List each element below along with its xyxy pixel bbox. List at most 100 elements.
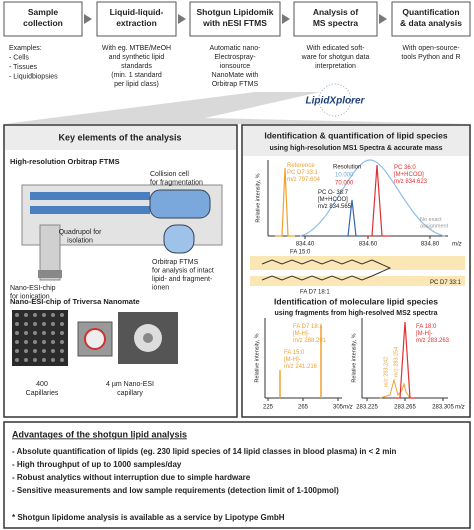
step-title-line: with nESI FTMS <box>202 18 267 28</box>
left-header <box>5 126 236 150</box>
chip-dot <box>24 322 28 326</box>
label-line: 400 <box>36 381 48 388</box>
label-line: Nano-ESI-chip <box>10 285 56 292</box>
logo-mark <box>318 83 352 117</box>
label-line: lipid- and fragment- <box>152 276 213 283</box>
chip-dot <box>60 322 64 326</box>
step-text-line: (min. 1 standard <box>111 72 162 79</box>
peak-label-line: [M-H]- <box>416 331 433 337</box>
structure <box>250 256 465 286</box>
step-text-line: With edicated soft- <box>307 45 366 52</box>
advantage-item: - Sensitive measurements and low sample … <box>12 486 339 495</box>
step-text-line: ware for shotgun data <box>301 54 370 61</box>
step-text-line: With open-source- <box>402 45 460 52</box>
footnote: * Shotgun lipidome analysis is available… <box>12 513 285 522</box>
label: 10.000 <box>335 173 354 179</box>
chip-dot <box>42 349 46 353</box>
x-axis-label: m/z <box>343 405 353 411</box>
label: Collision cell for fragmentation <box>150 171 203 187</box>
label: 400 Capillaries <box>26 381 59 397</box>
peak-label-line: FA 18:0 <box>416 324 437 330</box>
label: Nano-ESI-chip for ionication <box>10 285 56 301</box>
peak-label-line: [M-H]- <box>284 357 301 363</box>
step-text-line: tools Python and R <box>401 54 460 61</box>
x-tick-label: 834.60 <box>359 242 378 248</box>
step-text: Examples: - Cells - Tissues - Liquidbiopsie… <box>9 45 58 81</box>
x-axis-label: m/z <box>452 242 462 248</box>
chip-dot <box>24 331 28 335</box>
chip-dot <box>24 313 28 317</box>
step-text-line: - Liquidbiopsies <box>9 73 58 80</box>
step-title: Sample collection <box>23 7 63 28</box>
chip-dot <box>42 322 46 326</box>
label-line: isolation <box>67 237 93 244</box>
step-text-line: standards <box>121 63 152 70</box>
advantages-title: Advantages of the shotgun lipid analysis <box>12 429 187 439</box>
chip-dot <box>51 322 55 326</box>
chip-dot <box>24 358 28 362</box>
label-line: for fragmentation <box>150 179 203 186</box>
step-title: Analysis of MS spectra <box>313 7 359 28</box>
label-line: assignment <box>420 224 449 230</box>
panel-title: Key elements of the analysis <box>58 132 181 142</box>
step-title-line: extraction <box>116 18 157 28</box>
step-text-line: Electrospray- <box>214 54 256 61</box>
step-text: With open-source-tools Python and R <box>401 45 460 61</box>
step-title-line: & data analysis <box>400 18 462 28</box>
step-text-line: NanoMate with <box>212 72 259 79</box>
step-title-line: Shotgun Lipidomik <box>197 7 274 17</box>
label-line: No exact <box>420 217 442 223</box>
panel-title: Identification & quantification of lipid… <box>264 130 448 140</box>
chip-dot <box>60 331 64 335</box>
label-line: Collision cell <box>150 171 189 178</box>
step-text: Automatic nano- Electrospray-ionsource Nan… <box>210 45 262 88</box>
chip-dot <box>33 349 37 353</box>
x-tick-label: 305 <box>333 405 344 411</box>
peak-label: FA D7 18:1 [M-H]-m/z 288.291 <box>293 324 327 344</box>
advantage-item: - Robust analytics without interruption … <box>12 473 251 482</box>
peak-label: PC O- 38:7 [M+HCOO] m/z 834.565 <box>318 190 352 210</box>
advantages-box <box>3 421 471 529</box>
chip-dot <box>24 349 28 353</box>
x-tick-label: 265 <box>298 405 309 411</box>
chip-dot <box>60 340 64 344</box>
x-tick-label: 283.225 <box>356 405 378 411</box>
peak-label-line: m/z 834.565 <box>318 204 352 210</box>
step-title: Shotgun Lipidomik with nESI FTMS <box>197 7 274 28</box>
label: Resolution <box>333 165 361 171</box>
label: 4 µm Nano-ESI capillary <box>106 381 154 397</box>
x-axis-label: m/z <box>455 405 465 411</box>
peak-label-line: m/z 834.623 <box>394 179 428 185</box>
structure-label: FA D7 18:1 <box>300 290 330 296</box>
peak-label-line: m/z 283.263 <box>416 338 450 344</box>
step-title-line: Quantification <box>402 7 459 17</box>
peak-label-line: m/z 288.291 <box>293 338 327 344</box>
step-title-line: Liquid-liquid- <box>110 7 164 17</box>
workflow-arrows <box>84 14 387 24</box>
label: No exact assignment <box>420 217 449 230</box>
step-title-line: MS spectra <box>313 18 359 28</box>
y-axis-label: Relative intensity, % <box>255 173 261 222</box>
step-text-line: - Tissues <box>9 64 38 71</box>
peak-label-line: Reference <box>287 163 315 169</box>
chip-dot <box>24 340 28 344</box>
step-title-line: Sample <box>28 7 59 17</box>
peak-label-line: PC O- 38:7 <box>318 190 349 196</box>
label-line: Capillaries <box>26 390 59 397</box>
structure-label-line: PC D7 33:1 <box>430 280 462 286</box>
peak-label-line: m/z 241.216 <box>284 364 318 370</box>
x-tick-label: 834.40 <box>296 242 315 248</box>
peak-label: FA 18:0 [M-H]-m/z 283.263 <box>416 324 450 344</box>
panel-title: Identification of moleculare lipid speci… <box>274 296 438 306</box>
step-title: Quantification & data analysis <box>400 7 462 28</box>
chip-dot <box>15 313 19 317</box>
chip-dot <box>51 358 55 362</box>
structure-label: FA 15:0 <box>290 250 311 256</box>
step-text: With edicated soft-ware for shotgun data… <box>301 45 370 70</box>
advantage-item: - High throughput of up to 1000 samples/… <box>12 460 182 469</box>
chip-dot <box>51 313 55 317</box>
chip-dot <box>51 349 55 353</box>
label: 70.000 <box>335 181 354 187</box>
step-title-line: collection <box>23 18 63 28</box>
